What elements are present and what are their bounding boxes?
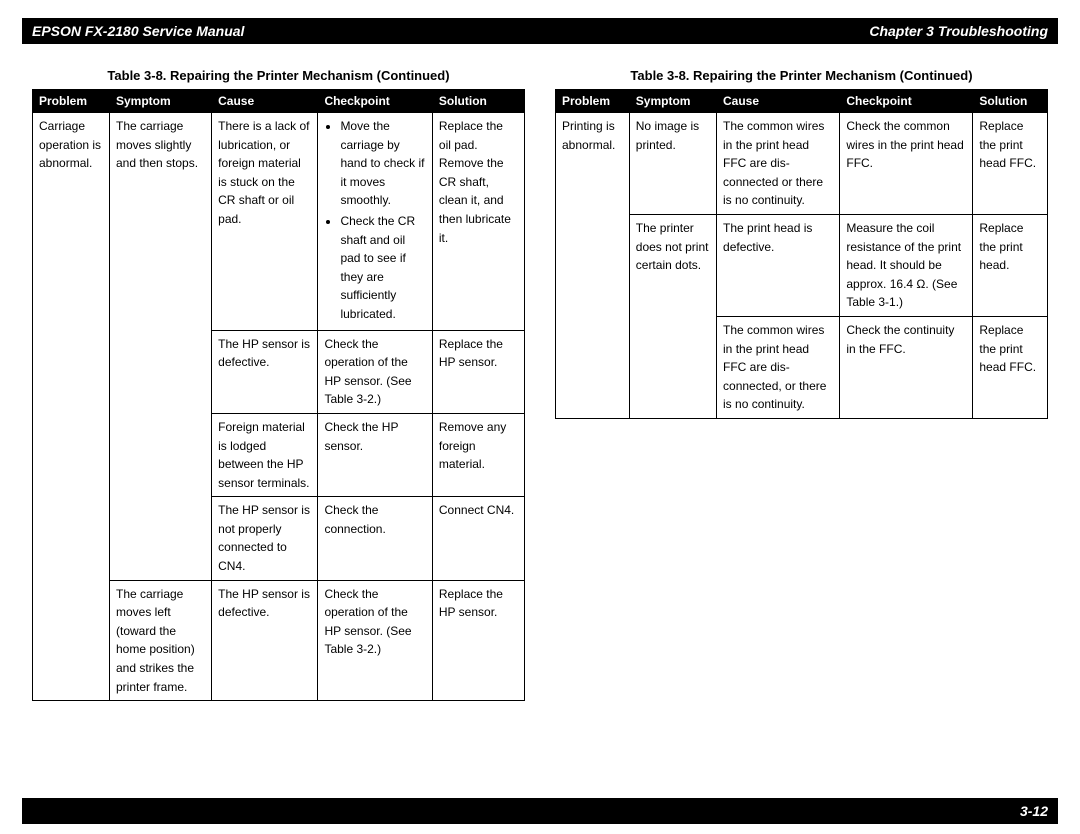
table-row: The printer does not print certain dots.… bbox=[556, 214, 1048, 316]
list-item: Check the CR shaft and oil pad to see if… bbox=[340, 212, 425, 324]
cell-checkpoint: Move the carriage by hand to check if it… bbox=[318, 113, 432, 331]
cell-checkpoint: Check the connection. bbox=[318, 497, 432, 580]
header-right: Chapter 3 Troubleshooting bbox=[869, 23, 1048, 39]
left-table: Problem Symptom Cause Checkpoint Solutio… bbox=[32, 89, 525, 701]
cell-cause: Foreign material is lodged between the H… bbox=[212, 413, 318, 496]
cell-symptom: The carriage moves slightly and then sto… bbox=[109, 113, 211, 581]
cell-symptom: The carriage moves left (toward the home… bbox=[109, 580, 211, 701]
table-row: Carriage operation is abnormal. The carr… bbox=[33, 113, 525, 331]
page: EPSON FX-2180 Service Manual Chapter 3 T… bbox=[0, 0, 1080, 834]
page-number: 3-12 bbox=[1020, 803, 1048, 819]
cell-cause: The HP sensor is not properly connected … bbox=[212, 497, 318, 580]
right-column: Table 3-8. Repairing the Printer Mechani… bbox=[555, 68, 1048, 788]
cell-cause: The HP sensor is defective. bbox=[212, 580, 318, 701]
col-solution: Solution bbox=[432, 90, 524, 113]
cell-solution: Replace the print head FFC. bbox=[973, 316, 1048, 418]
cell-symptom: The printer does not print certain dots. bbox=[629, 214, 716, 418]
col-cause: Cause bbox=[717, 90, 840, 113]
col-checkpoint: Checkpoint bbox=[318, 90, 432, 113]
cell-solution: Remove any foreign material. bbox=[432, 413, 524, 496]
cell-cause: The common wires in the print head FFC a… bbox=[717, 316, 840, 418]
left-column: Table 3-8. Repairing the Printer Mechani… bbox=[32, 68, 525, 788]
cell-cause: There is a lack of lubrication, or forei… bbox=[212, 113, 318, 331]
cell-checkpoint: Check the common wires in the print head… bbox=[840, 113, 973, 215]
cell-cause: The print head is defective. bbox=[717, 214, 840, 316]
list-item: Move the carriage by hand to check if it… bbox=[340, 117, 425, 210]
content-area: Table 3-8. Repairing the Printer Mechani… bbox=[22, 44, 1058, 798]
col-problem: Problem bbox=[556, 90, 630, 113]
cell-solution: Replace the oil pad. Remove the CR shaft… bbox=[432, 113, 524, 331]
cell-checkpoint: Check the operation of the HP sensor. (S… bbox=[318, 580, 432, 701]
cell-solution: Connect CN4. bbox=[432, 497, 524, 580]
cell-symptom: No image is printed. bbox=[629, 113, 716, 215]
header-bar: EPSON FX-2180 Service Manual Chapter 3 T… bbox=[22, 18, 1058, 44]
cell-solution: Replace the HP sensor. bbox=[432, 330, 524, 413]
cell-solution: Replace the HP sensor. bbox=[432, 580, 524, 701]
col-symptom: Symptom bbox=[629, 90, 716, 113]
col-solution: Solution bbox=[973, 90, 1048, 113]
right-table-title: Table 3-8. Repairing the Printer Mechani… bbox=[630, 68, 972, 83]
footer-bar: 3-12 bbox=[22, 798, 1058, 824]
cell-cause: The common wires in the print head FFC a… bbox=[717, 113, 840, 215]
cell-problem: Printing is abnormal. bbox=[556, 113, 630, 419]
cell-problem: Carriage operation is abnormal. bbox=[33, 113, 110, 701]
cell-checkpoint: Measure the coil resistance of the print… bbox=[840, 214, 973, 316]
table-row: Printing is abnormal. No image is printe… bbox=[556, 113, 1048, 215]
col-checkpoint: Checkpoint bbox=[840, 90, 973, 113]
cell-solution: Replace the print head. bbox=[973, 214, 1048, 316]
cell-cause: The HP sensor is defective. bbox=[212, 330, 318, 413]
col-symptom: Symptom bbox=[109, 90, 211, 113]
col-problem: Problem bbox=[33, 90, 110, 113]
cell-solution: Replace the print head FFC. bbox=[973, 113, 1048, 215]
cell-checkpoint: Check the continuity in the FFC. bbox=[840, 316, 973, 418]
table-header-row: Problem Symptom Cause Checkpoint Solutio… bbox=[556, 90, 1048, 113]
table-header-row: Problem Symptom Cause Checkpoint Solutio… bbox=[33, 90, 525, 113]
header-left: EPSON FX-2180 Service Manual bbox=[32, 23, 244, 39]
col-cause: Cause bbox=[212, 90, 318, 113]
cell-checkpoint: Check the HP sensor. bbox=[318, 413, 432, 496]
checkpoint-list: Move the carriage by hand to check if it… bbox=[324, 117, 425, 324]
cell-checkpoint: Check the operation of the HP sensor. (S… bbox=[318, 330, 432, 413]
left-table-title: Table 3-8. Repairing the Printer Mechani… bbox=[107, 68, 449, 83]
right-table: Problem Symptom Cause Checkpoint Solutio… bbox=[555, 89, 1048, 419]
